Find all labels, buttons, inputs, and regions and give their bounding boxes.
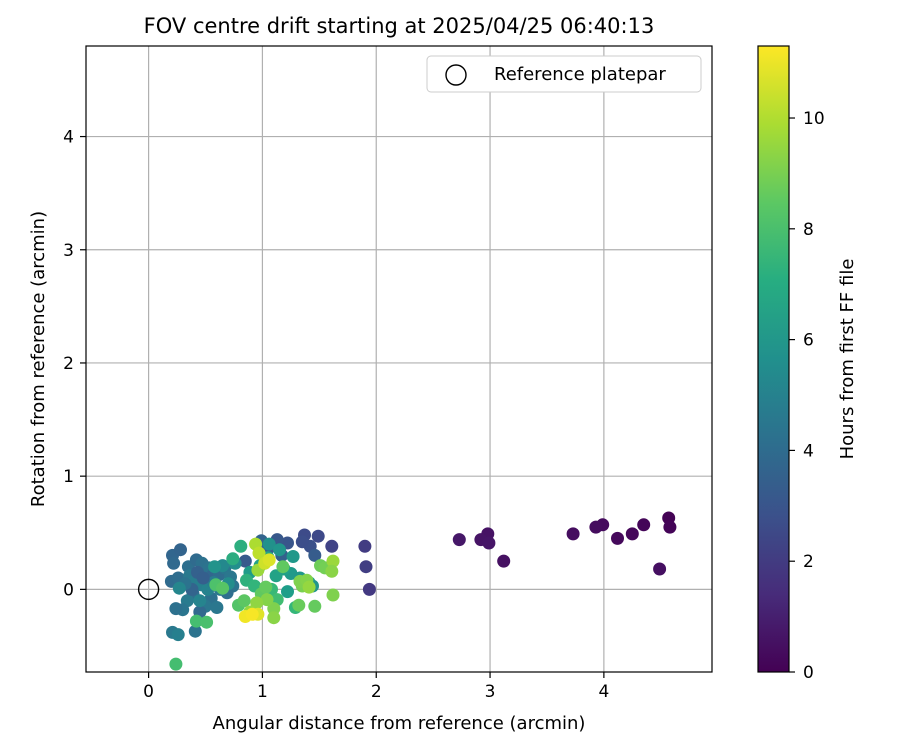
data-point — [252, 546, 266, 560]
data-point — [482, 536, 496, 550]
chart-title: FOV centre drift starting at 2025/04/25 … — [144, 14, 655, 38]
data-point — [269, 569, 283, 583]
data-point — [208, 560, 222, 574]
data-point — [262, 553, 276, 567]
data-point — [267, 611, 281, 625]
data-point — [302, 580, 316, 594]
colorbar-gradient — [757, 45, 790, 673]
colorbar: 0 2 4 6 8 10 Hours from first FF file — [757, 45, 858, 683]
data-point — [566, 527, 580, 541]
plot-frame — [85, 45, 713, 673]
data-point — [281, 585, 294, 599]
data-point — [167, 556, 181, 570]
legend-label: Reference platepar — [494, 64, 666, 85]
data-point — [267, 602, 281, 616]
data-point — [226, 552, 240, 566]
data-point — [196, 571, 210, 585]
y-tick-label: 3 — [63, 241, 74, 261]
data-point — [325, 539, 339, 553]
data-point — [326, 588, 340, 602]
data-point — [276, 560, 290, 574]
data-point — [295, 535, 309, 549]
data-point — [169, 602, 183, 616]
data-point — [358, 539, 372, 553]
data-point — [262, 537, 276, 551]
colorbar-tick-label: 2 — [803, 552, 814, 572]
data-point — [273, 543, 286, 557]
data-point — [653, 562, 667, 576]
data-point — [250, 596, 264, 610]
data-point — [359, 560, 373, 574]
data-point — [625, 527, 639, 541]
data-point — [325, 564, 339, 578]
x-tick-label: 4 — [598, 682, 609, 702]
y-axis-ticks: 0 1 2 3 4 — [63, 128, 86, 600]
data-point — [260, 593, 274, 607]
y-tick-label: 0 — [63, 580, 74, 600]
data-point — [611, 531, 624, 545]
data-point — [497, 554, 511, 568]
data-point — [237, 594, 251, 608]
data-point — [169, 657, 183, 671]
colorbar-label: Hours from first FF file — [837, 259, 858, 460]
data-point — [188, 624, 202, 638]
y-axis-label: Rotation from reference (arcmin) — [28, 211, 49, 507]
data-point — [193, 594, 207, 608]
data-point — [200, 615, 214, 629]
data-point — [238, 554, 252, 568]
reference-platepar-marker — [137, 578, 160, 601]
x-tick-label: 0 — [143, 682, 154, 702]
data-point — [172, 581, 186, 595]
y-tick-label: 1 — [63, 467, 74, 487]
data-point — [589, 520, 603, 534]
y-tick-label: 2 — [63, 354, 74, 374]
colorbar-tick-label: 0 — [803, 663, 814, 683]
data-point — [311, 529, 325, 543]
legend-marker — [445, 64, 467, 86]
colorbar-tick-label: 6 — [803, 331, 814, 351]
data-point — [245, 607, 259, 621]
data-point — [663, 520, 677, 534]
y-tick-label: 4 — [63, 128, 74, 148]
data-point — [326, 554, 340, 568]
scatter-points — [164, 511, 677, 671]
colorbar-tick-label: 8 — [803, 220, 814, 240]
data-point — [362, 582, 376, 596]
data-point — [286, 550, 300, 563]
data-point — [234, 539, 248, 553]
colorbar-tick-label: 10 — [803, 109, 825, 129]
data-point — [308, 548, 322, 562]
data-point — [189, 614, 203, 628]
data-point — [210, 601, 224, 614]
x-tick-label: 2 — [371, 682, 382, 702]
data-point — [259, 580, 273, 594]
x-axis-label: Angular distance from reference (arcmin) — [213, 713, 586, 734]
data-point — [452, 533, 466, 547]
x-axis-ticks: 0 1 2 3 4 — [143, 672, 609, 702]
data-point — [171, 628, 185, 642]
legend: Reference platepar — [426, 55, 702, 93]
data-point — [308, 599, 322, 613]
colorbar-tick-label: 4 — [803, 441, 814, 461]
data-point — [637, 518, 651, 532]
data-point — [174, 543, 187, 557]
x-tick-label: 1 — [257, 682, 268, 702]
colorbar-ticks: 0 2 4 6 8 10 — [789, 109, 825, 683]
x-tick-label: 3 — [485, 682, 496, 702]
data-point — [292, 598, 306, 612]
data-point — [216, 581, 230, 595]
